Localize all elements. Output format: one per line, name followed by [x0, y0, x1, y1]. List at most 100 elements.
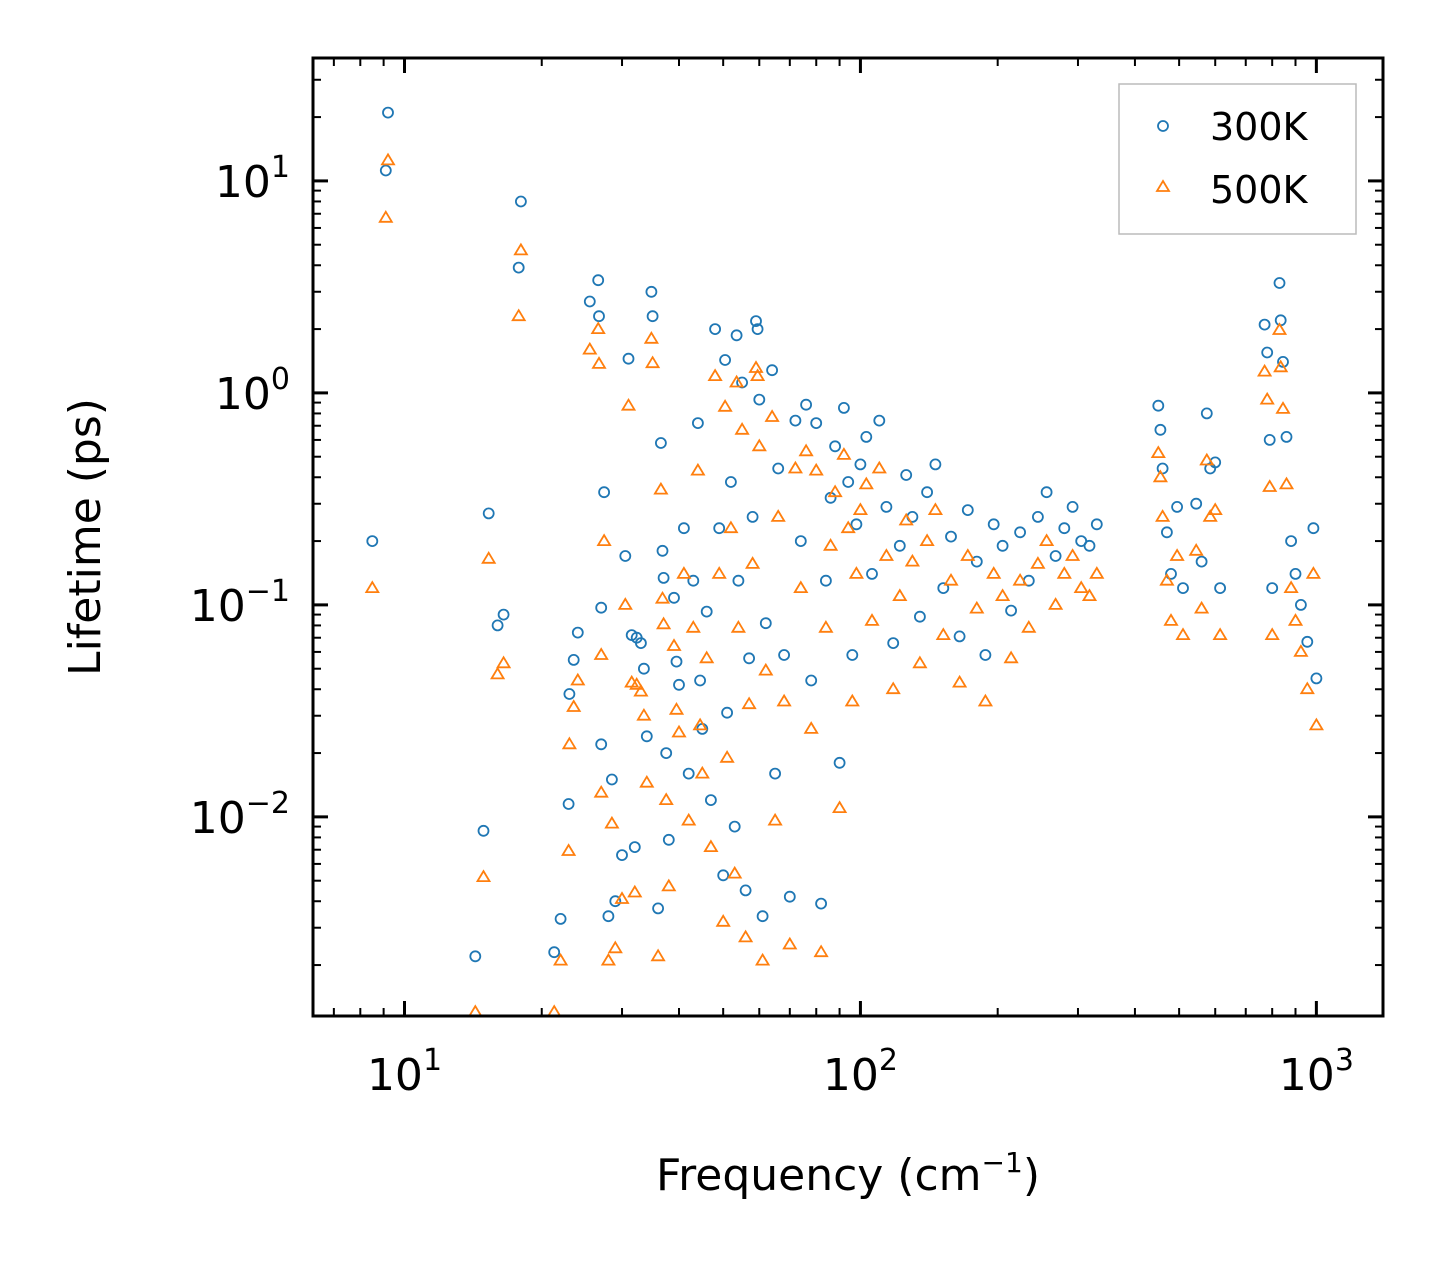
data-point — [829, 440, 841, 453]
data-point — [629, 677, 645, 690]
data-point — [567, 654, 580, 666]
data-point — [511, 308, 527, 322]
data-point — [1259, 391, 1275, 405]
data-point — [1299, 681, 1315, 695]
data-point — [668, 702, 685, 715]
data-point — [1200, 407, 1213, 420]
data-point — [1021, 620, 1037, 633]
data-point — [1165, 568, 1177, 580]
data-point — [912, 655, 928, 669]
data-point — [1283, 580, 1299, 593]
data-point — [970, 555, 983, 568]
data-point — [893, 539, 906, 552]
data-point — [1014, 526, 1026, 539]
data-point — [1090, 518, 1103, 531]
data-point — [860, 430, 873, 443]
data-point — [995, 588, 1011, 601]
data-point — [595, 738, 608, 751]
data-point — [921, 486, 933, 499]
data-point — [709, 323, 721, 336]
data-point — [818, 620, 834, 633]
data-point — [914, 610, 926, 623]
data-point — [750, 315, 762, 328]
data-point — [477, 824, 490, 837]
data-point — [570, 672, 586, 686]
data-point — [827, 484, 843, 498]
data-point — [662, 833, 675, 846]
data-point — [1261, 346, 1274, 359]
data-point — [776, 693, 792, 707]
data-point — [694, 765, 710, 779]
data-point — [1169, 548, 1185, 561]
data-point — [887, 637, 900, 649]
data-point — [852, 502, 868, 515]
data-point — [653, 481, 669, 495]
data-point — [960, 548, 976, 561]
data-point — [636, 707, 652, 721]
data-point — [382, 106, 394, 119]
data-point — [953, 630, 966, 643]
data-point — [764, 409, 780, 422]
data-point — [885, 681, 901, 695]
series-300k — [366, 106, 1323, 963]
x-axis-ticks: 101 102 103 — [367, 58, 1354, 1101]
legend: 300K 500K — [1118, 83, 1357, 235]
data-point — [620, 397, 637, 411]
data-point — [1271, 322, 1288, 335]
data-point — [561, 736, 577, 750]
data-point — [1175, 627, 1191, 640]
data-point — [619, 550, 632, 562]
data-point — [694, 674, 706, 687]
data-point — [658, 792, 674, 805]
data-point — [553, 952, 569, 966]
data-point — [730, 620, 746, 633]
data-point — [1212, 627, 1228, 640]
y-axis-ticks: 101 100 10−1 10−2 — [190, 150, 1383, 844]
data-point — [1280, 430, 1293, 443]
data-point — [606, 773, 618, 786]
data-point — [919, 533, 935, 546]
data-point — [692, 717, 708, 731]
data-point — [566, 699, 582, 712]
data-point — [842, 476, 855, 488]
data-point — [943, 572, 959, 586]
data-point — [866, 568, 878, 580]
data-point — [719, 354, 731, 366]
data-point — [380, 152, 396, 166]
data-point — [738, 929, 754, 943]
data-point — [656, 544, 669, 557]
data-point — [729, 374, 745, 388]
data-point — [977, 693, 993, 707]
data-point — [996, 539, 1009, 552]
data-point — [741, 696, 757, 710]
data-point — [645, 285, 658, 298]
data-point — [1264, 627, 1280, 640]
data-point — [654, 590, 671, 604]
legend-marker-500k — [1155, 179, 1171, 192]
data-point — [1266, 582, 1279, 594]
data-point — [789, 414, 802, 427]
data-point — [707, 368, 723, 381]
data-point — [595, 601, 608, 614]
data-point — [844, 693, 860, 707]
data-point — [935, 627, 951, 640]
data-point — [833, 756, 846, 769]
data-point — [491, 619, 504, 632]
data-point — [1277, 355, 1289, 368]
data-point — [1154, 423, 1167, 436]
data-point — [759, 617, 772, 630]
data-point — [593, 310, 605, 323]
data-point — [700, 605, 713, 618]
data-point — [628, 841, 641, 853]
data-point — [846, 649, 859, 661]
data-point — [787, 460, 803, 474]
data-point — [969, 600, 985, 614]
data-point — [1163, 613, 1179, 626]
data-point — [635, 637, 647, 649]
data-point — [1295, 599, 1307, 611]
data-point — [1083, 539, 1096, 552]
data-point — [364, 580, 380, 593]
data-point — [661, 878, 677, 892]
data-point — [717, 399, 733, 412]
data-point — [1171, 500, 1183, 513]
